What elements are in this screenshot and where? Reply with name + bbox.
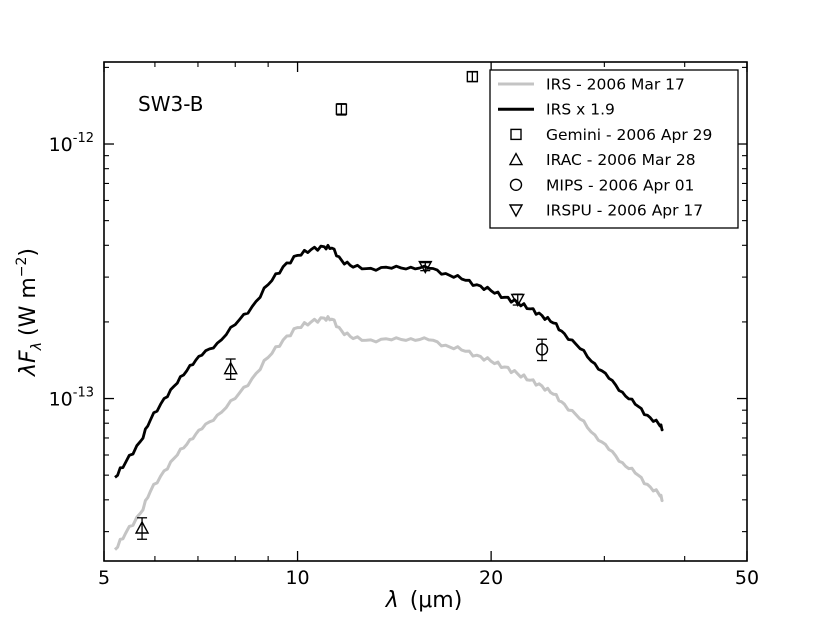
- y-axis-label-unit: (W m: [16, 277, 41, 336]
- legend-box: [489, 69, 739, 229]
- data-point-square: [466, 70, 479, 83]
- tick-layer: [103, 62, 748, 561]
- legend-label: IRAC - 2006 Mar 28: [546, 151, 696, 169]
- legend-swatch-square: [510, 128, 522, 141]
- legend-label: IRS x 1.9: [546, 101, 615, 119]
- series-line-0: [113, 315, 664, 551]
- data-point-square: [335, 103, 348, 115]
- x-axis-label-unit: (μm): [410, 588, 463, 613]
- legend-swatch-circle: [509, 178, 523, 192]
- data-point-triangle-up: [134, 520, 150, 534]
- plot-annotation: SW3-B: [138, 92, 203, 116]
- data-point-triangle-down: [510, 293, 525, 307]
- legend-label: IRSPU - 2006 Apr 17: [546, 202, 703, 220]
- y-axis-label-main: λF: [16, 350, 41, 377]
- x-tick-label: 10: [285, 567, 309, 589]
- x-axis-label-symbol: λ: [385, 588, 399, 613]
- y-tick-label: 10-13: [49, 386, 94, 411]
- series-line-1: [114, 243, 664, 479]
- data-point-circle: [535, 343, 549, 356]
- legend-label: IRS - 2006 Mar 17: [546, 76, 685, 94]
- x-axis-label: λ (μm): [385, 588, 463, 613]
- series-layer: [113, 243, 664, 551]
- x-tick-label: 20: [479, 567, 503, 589]
- legend: IRS - 2006 Mar 17 IRS x 1.9 Gemini - 2006 …: [489, 69, 739, 229]
- marker-layer: [134, 70, 549, 540]
- plot-frame: [103, 61, 748, 562]
- legend-label: Gemini - 2006 Apr 29: [546, 126, 712, 144]
- data-point-triangle-up: [223, 361, 238, 375]
- tick-label-layer: 5 10 20 50 10-12 10-13: [49, 131, 760, 589]
- y-axis-label-sub: λ: [29, 342, 45, 351]
- legend-label: MIPS - 2006 Apr 01: [546, 176, 694, 194]
- data-point-triangle-down: [418, 260, 433, 275]
- svg-text:λFλ(W m−2): λFλ (W m−2): [14, 248, 45, 377]
- y-axis-label-close: ): [16, 248, 41, 257]
- legend-swatch-triangle-down: [508, 204, 524, 218]
- y-axis-label-exp: −2: [14, 257, 30, 278]
- y-tick-label: 10-12: [49, 131, 94, 156]
- x-tick-label: 50: [735, 567, 759, 589]
- y-axis-label: λFλ (W m−2): [14, 248, 45, 377]
- x-tick-label: 5: [98, 567, 110, 589]
- legend-swatch-triangle-up: [508, 152, 524, 166]
